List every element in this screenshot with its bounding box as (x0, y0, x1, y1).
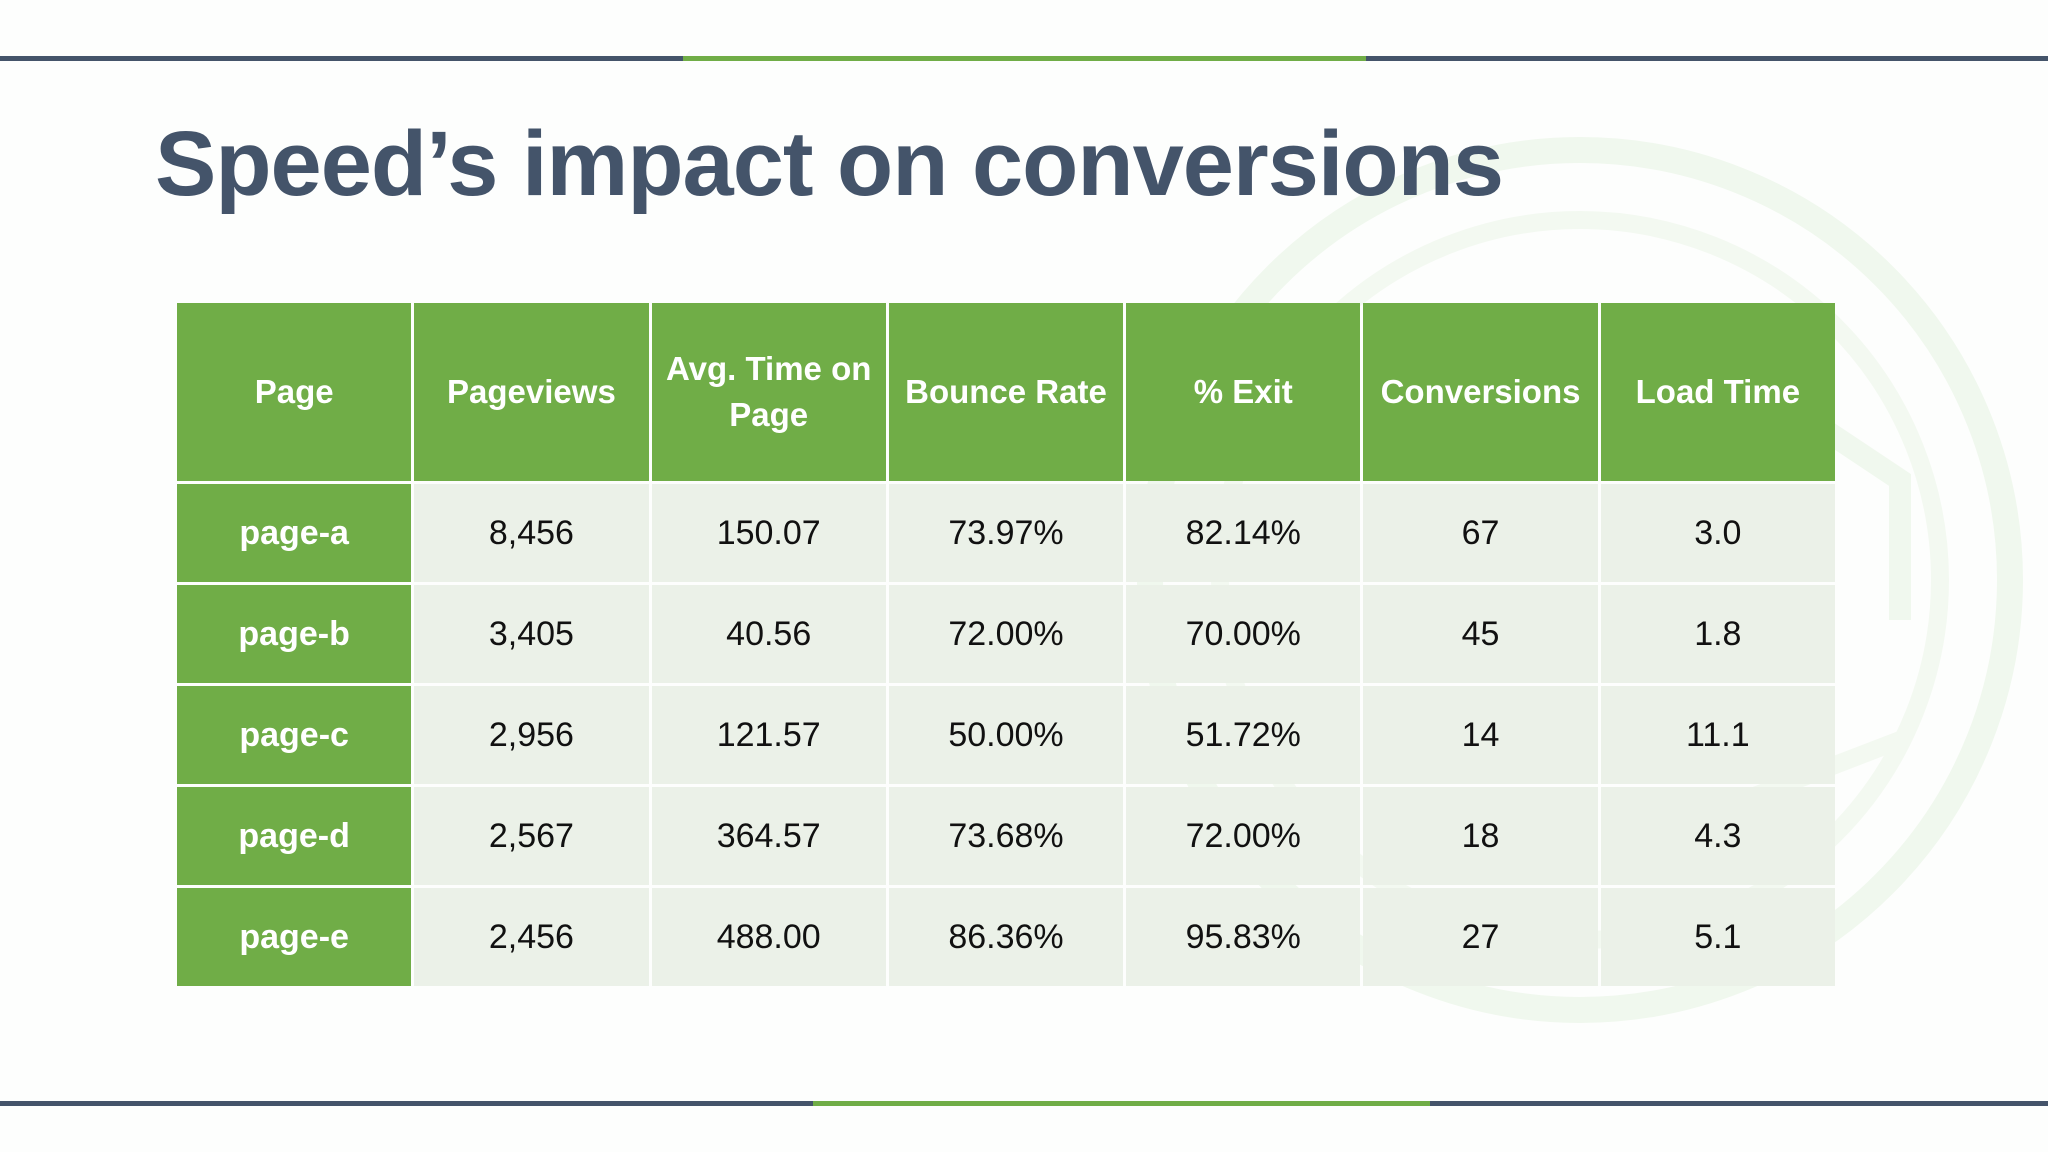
conversions-cell: 18 (1363, 787, 1598, 885)
table-row: page-e 2,456 488.00 86.36% 95.83% 27 5.1 (177, 888, 1835, 986)
slide-title: Speed’s impact on conversions (155, 113, 1504, 215)
pageviews-cell: 3,405 (414, 585, 649, 683)
top-divider (0, 56, 2048, 61)
load-time-cell: 11.1 (1600, 686, 1835, 784)
exit-cell: 51.72% (1126, 686, 1361, 784)
bounce-rate-cell: 50.00% (888, 686, 1124, 784)
avg-time-cell: 364.57 (651, 787, 886, 885)
row-label: page-d (177, 787, 412, 885)
exit-cell: 95.83% (1126, 888, 1361, 986)
row-label: page-b (177, 585, 412, 683)
load-time-cell: 3.0 (1600, 484, 1835, 582)
table-row: page-b 3,405 40.56 72.00% 70.00% 45 1.8 (177, 585, 1835, 683)
avg-time-cell: 121.57 (651, 686, 886, 784)
avg-time-cell: 150.07 (651, 484, 886, 582)
bounce-rate-cell: 73.68% (888, 787, 1124, 885)
bounce-rate-cell: 86.36% (888, 888, 1124, 986)
pageviews-cell: 8,456 (414, 484, 649, 582)
load-time-cell: 4.3 (1600, 787, 1835, 885)
row-label: page-e (177, 888, 412, 986)
table-row: page-a 8,456 150.07 73.97% 82.14% 67 3.0 (177, 484, 1835, 582)
bounce-rate-cell: 72.00% (888, 585, 1124, 683)
exit-cell: 72.00% (1126, 787, 1361, 885)
column-header-conversions: Conversions (1363, 303, 1598, 481)
table-row: page-c 2,956 121.57 50.00% 51.72% 14 11.… (177, 686, 1835, 784)
pageviews-cell: 2,456 (414, 888, 649, 986)
bottom-divider (0, 1101, 2048, 1106)
bounce-rate-cell: 73.97% (888, 484, 1124, 582)
load-time-cell: 5.1 (1600, 888, 1835, 986)
conversions-cell: 67 (1363, 484, 1598, 582)
exit-cell: 70.00% (1126, 585, 1361, 683)
metrics-table: Page Pageviews Avg. Time on Page Bounce … (174, 300, 1838, 989)
conversions-cell: 45 (1363, 585, 1598, 683)
column-header-exit: % Exit (1126, 303, 1361, 481)
avg-time-cell: 40.56 (651, 585, 886, 683)
column-header-pageviews: Pageviews (414, 303, 649, 481)
row-label: page-a (177, 484, 412, 582)
load-time-cell: 1.8 (1600, 585, 1835, 683)
conversions-cell: 14 (1363, 686, 1598, 784)
column-header-avg-time: Avg. Time on Page (651, 303, 886, 481)
table-header-row: Page Pageviews Avg. Time on Page Bounce … (177, 303, 1835, 481)
pageviews-cell: 2,956 (414, 686, 649, 784)
row-label: page-c (177, 686, 412, 784)
pageviews-cell: 2,567 (414, 787, 649, 885)
column-header-bounce-rate: Bounce Rate (888, 303, 1124, 481)
column-header-load-time: Load Time (1600, 303, 1835, 481)
avg-time-cell: 488.00 (651, 888, 886, 986)
table-row: page-d 2,567 364.57 73.68% 72.00% 18 4.3 (177, 787, 1835, 885)
conversions-cell: 27 (1363, 888, 1598, 986)
column-header-page: Page (177, 303, 412, 481)
exit-cell: 82.14% (1126, 484, 1361, 582)
